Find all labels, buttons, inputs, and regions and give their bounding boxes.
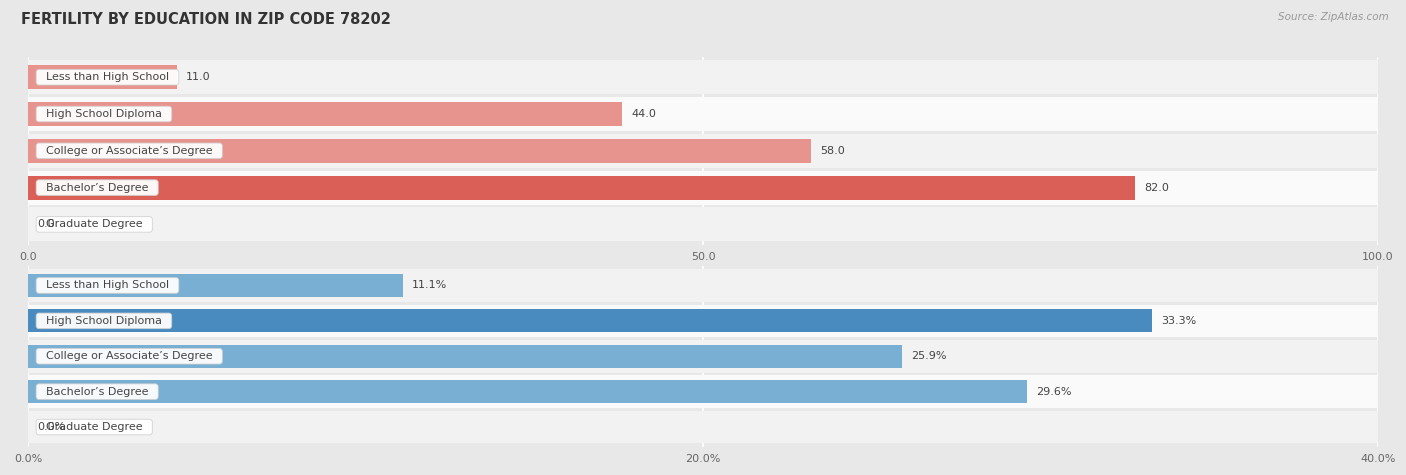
Text: Less than High School: Less than High School: [39, 72, 176, 82]
Text: 44.0: 44.0: [631, 109, 657, 119]
Bar: [28, 274, 402, 297]
Bar: [28, 176, 1135, 200]
Text: 0.0: 0.0: [38, 219, 55, 229]
Text: 82.0: 82.0: [1144, 182, 1170, 192]
Text: 11.1%: 11.1%: [412, 280, 447, 291]
Bar: [28, 345, 903, 368]
Text: Less than High School: Less than High School: [39, 280, 176, 291]
Bar: [28, 304, 1378, 337]
Text: 29.6%: 29.6%: [1036, 387, 1071, 397]
Text: 11.0: 11.0: [186, 72, 211, 82]
Text: Bachelor’s Degree: Bachelor’s Degree: [39, 182, 156, 192]
Bar: [28, 102, 621, 126]
Bar: [28, 269, 1378, 302]
Text: College or Associate’s Degree: College or Associate’s Degree: [39, 146, 219, 156]
Text: High School Diploma: High School Diploma: [39, 316, 169, 326]
Text: 33.3%: 33.3%: [1161, 316, 1197, 326]
Bar: [28, 171, 1378, 205]
Bar: [28, 97, 1378, 131]
Bar: [28, 309, 1152, 332]
Bar: [28, 60, 1378, 94]
Bar: [28, 208, 1378, 241]
Text: Graduate Degree: Graduate Degree: [39, 422, 149, 432]
Bar: [28, 340, 1378, 372]
Text: 58.0: 58.0: [821, 146, 845, 156]
Bar: [28, 134, 1378, 168]
Text: College or Associate’s Degree: College or Associate’s Degree: [39, 351, 219, 361]
Text: 25.9%: 25.9%: [911, 351, 948, 361]
Bar: [28, 139, 811, 163]
Text: Bachelor’s Degree: Bachelor’s Degree: [39, 387, 156, 397]
Bar: [28, 375, 1378, 408]
Text: Graduate Degree: Graduate Degree: [39, 219, 149, 229]
Bar: [28, 411, 1378, 443]
Bar: [28, 380, 1026, 403]
Text: High School Diploma: High School Diploma: [39, 109, 169, 119]
Text: FERTILITY BY EDUCATION IN ZIP CODE 78202: FERTILITY BY EDUCATION IN ZIP CODE 78202: [21, 12, 391, 27]
Bar: [28, 65, 177, 89]
Text: 0.0%: 0.0%: [38, 422, 66, 432]
Text: Source: ZipAtlas.com: Source: ZipAtlas.com: [1278, 12, 1389, 22]
